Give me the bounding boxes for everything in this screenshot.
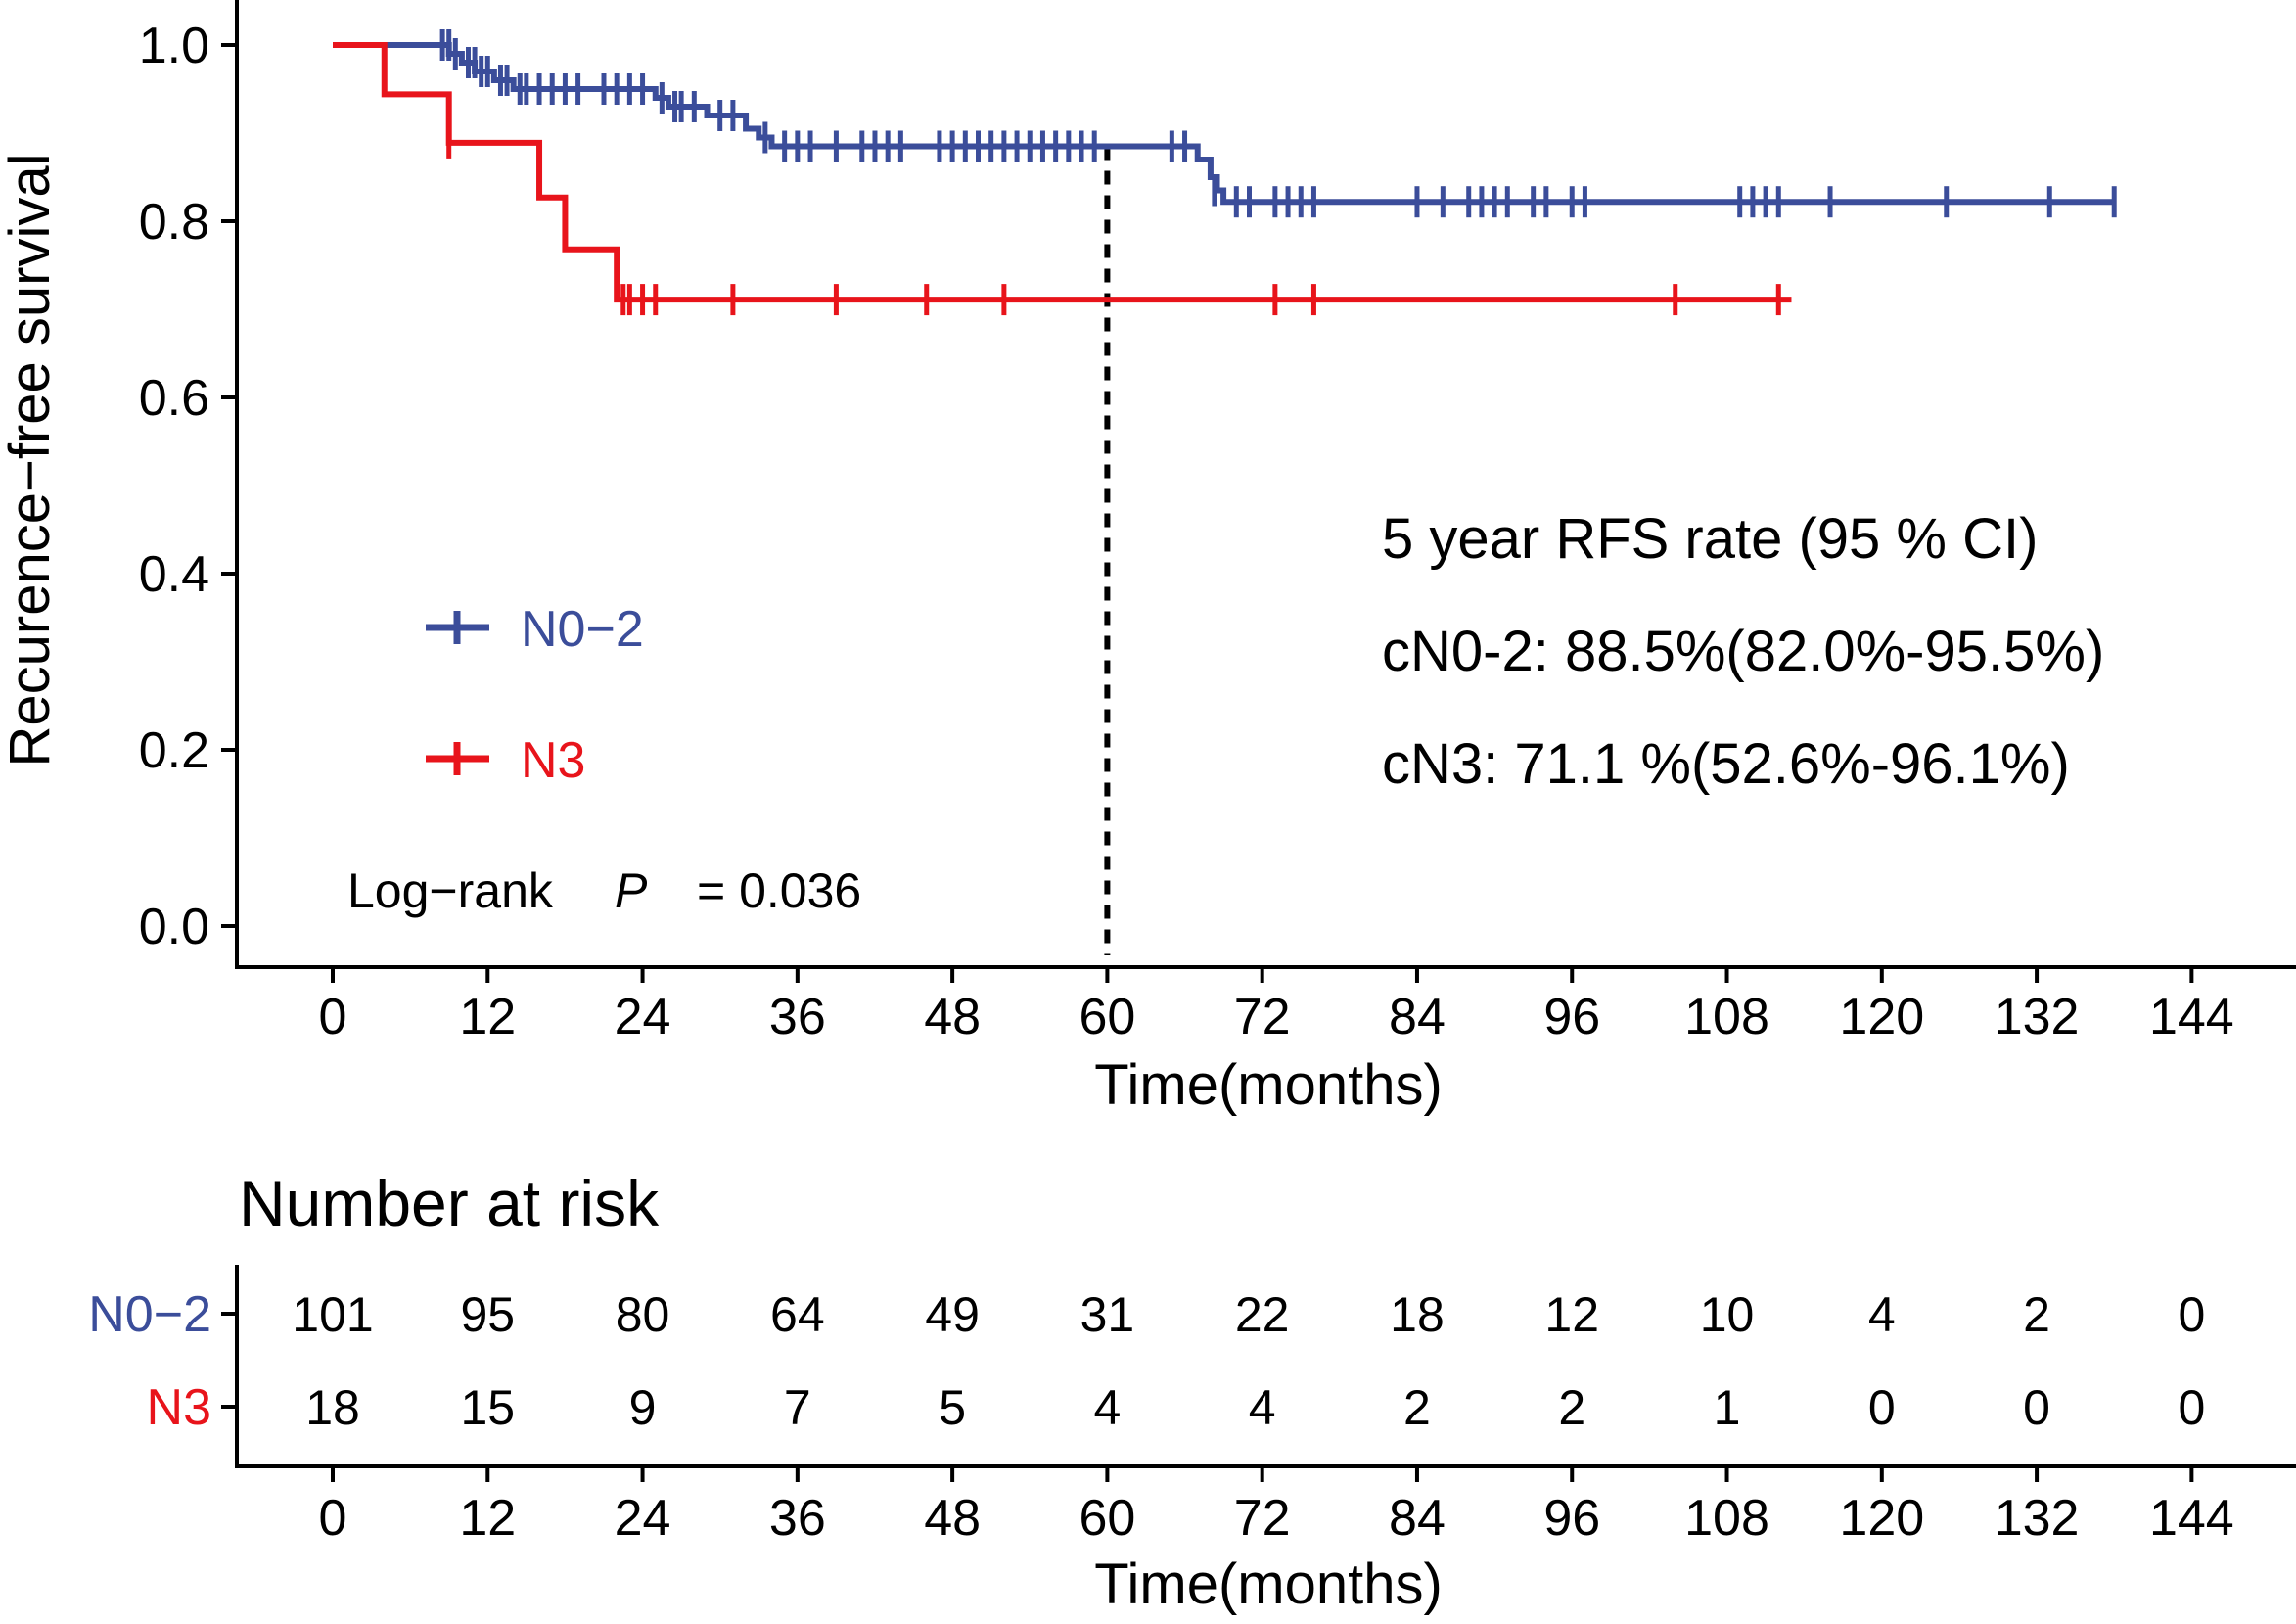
x-tick-label: 96 (1543, 989, 1600, 1045)
y-tick-label: 1.0 (139, 18, 209, 74)
risk-x-tick-label: 108 (1684, 1490, 1769, 1547)
risk-value-n02: 64 (770, 1287, 825, 1342)
risk-value-n02: 4 (1868, 1287, 1896, 1342)
risk-row-labels: N0−2 N3 (88, 1286, 237, 1436)
risk-row-label-n3: N3 (147, 1379, 211, 1436)
rfs-annotation: 5 year RFS rate (95 % CI) cN0-2: 88.5%(8… (1382, 507, 2104, 796)
risk-table-title: Number at risk (239, 1167, 660, 1239)
risk-value-n3: 5 (939, 1380, 966, 1435)
curve-n3 (333, 42, 1792, 303)
risk-x-tick-label: 96 (1543, 1490, 1600, 1547)
risk-x-axis-ticks: 0 12 24 36 48 60 72 84 96 108 120 132 144 (319, 1466, 2234, 1547)
y-tick-label: 0.8 (139, 194, 209, 251)
x-tick-label: 144 (2149, 989, 2234, 1045)
y-tick-label: 0.0 (139, 899, 209, 955)
y-tick-label: 0.4 (139, 546, 209, 603)
risk-value-n02: 31 (1080, 1287, 1135, 1342)
risk-value-n02: 18 (1390, 1287, 1445, 1342)
risk-value-n02: 0 (2178, 1287, 2205, 1342)
risk-value-n3: 2 (1403, 1380, 1431, 1435)
x-tick-label: 72 (1234, 989, 1291, 1045)
x-tick-label: 0 (319, 989, 347, 1045)
risk-value-n3: 15 (460, 1380, 515, 1435)
x-axis-ticks: 0 12 24 36 48 60 72 84 96 108 120 132 144 (319, 967, 2234, 1045)
rfs-n02: cN0-2: 88.5%(82.0%-95.5%) (1382, 620, 2104, 683)
risk-value-n3: 9 (629, 1380, 657, 1435)
x-tick-label: 24 (615, 989, 671, 1045)
y-tick-label: 0.2 (139, 722, 209, 779)
risk-row-label-n02: N0−2 (88, 1286, 211, 1343)
x-tick-label: 120 (1839, 989, 1924, 1045)
x-tick-label: 60 (1079, 989, 1135, 1045)
risk-x-tick-label: 24 (615, 1490, 671, 1547)
legend-item-n02: N0−2 (426, 601, 644, 658)
risk-x-tick-label: 84 (1389, 1490, 1446, 1547)
risk-x-tick-label: 132 (1995, 1490, 2080, 1547)
risk-x-tick-label: 144 (2149, 1490, 2234, 1547)
risk-value-n3: 4 (1093, 1380, 1121, 1435)
x-tick-label: 48 (924, 989, 981, 1045)
risk-value-n3: 18 (305, 1380, 360, 1435)
risk-value-n3: 1 (1714, 1380, 1741, 1435)
risk-value-n02: 49 (925, 1287, 980, 1342)
pvalue-prefix: Log−rank (347, 863, 554, 918)
risk-value-n3: 2 (1558, 1380, 1585, 1435)
risk-value-n02: 10 (1700, 1287, 1755, 1342)
curve-n02 (333, 42, 2115, 206)
rfs-header: 5 year RFS rate (95 % CI) (1382, 507, 2038, 571)
x-axis-label: Time(months) (1094, 1053, 1443, 1117)
survival-curves (333, 29, 2117, 316)
risk-x-axis-label: Time(months) (1094, 1553, 1443, 1616)
risk-value-n02: 101 (292, 1287, 373, 1342)
risk-value-n3: 4 (1249, 1380, 1276, 1435)
risk-value-n3: 0 (2178, 1380, 2205, 1435)
risk-x-tick-label: 0 (319, 1490, 347, 1547)
y-axis-label: Recurence−free survival (0, 153, 62, 766)
risk-value-n02: 95 (460, 1287, 515, 1342)
legend-item-n3: N3 (426, 732, 585, 789)
risk-x-tick-label: 36 (769, 1490, 826, 1547)
risk-value-n02: 2 (2023, 1287, 2050, 1342)
x-tick-label: 84 (1389, 989, 1446, 1045)
risk-x-tick-label: 120 (1839, 1490, 1924, 1547)
risk-values: 101 95 80 64 49 31 22 18 12 10 4 2 018 15 9 7 5 4 4 2 2 1 0 0 0 (292, 1287, 2205, 1435)
main-plot: 0.0 0.2 0.4 0.6 0.8 1.0 0 12 24 36 48 60 72 84 96 108 1… (0, 0, 2296, 1117)
risk-x-tick-label: 12 (459, 1490, 516, 1547)
risk-value-n3: 0 (1868, 1380, 1896, 1435)
risk-value-n3: 0 (2023, 1380, 2050, 1435)
rfs-n3: cN3: 71.1 %(52.6%-96.1%) (1382, 732, 2070, 796)
risk-value-n3: 7 (784, 1380, 811, 1435)
pvalue-annotation: Log−rank P = 0.036 (347, 863, 861, 918)
risk-value-n02: 80 (616, 1287, 670, 1342)
legend-label-n3: N3 (521, 732, 585, 789)
x-tick-label: 108 (1684, 989, 1769, 1045)
risk-x-tick-label: 72 (1234, 1490, 1291, 1547)
risk-x-tick-label: 48 (924, 1490, 981, 1547)
x-tick-label: 132 (1995, 989, 2080, 1045)
risk-x-tick-label: 60 (1079, 1490, 1135, 1547)
y-axis-ticks: 0.0 0.2 0.4 0.6 0.8 1.0 (139, 18, 237, 955)
pvalue-value: = 0.036 (697, 863, 861, 918)
legend-label-n02: N0−2 (521, 601, 644, 658)
x-tick-label: 12 (459, 989, 516, 1045)
legend: N0−2 N3 (426, 601, 644, 789)
risk-value-n02: 12 (1544, 1287, 1599, 1342)
risk-table: Number at risk N0−2N3 101 95 80 64 49 31 22 18 1… (88, 1167, 2296, 1616)
x-tick-label: 36 (769, 989, 826, 1045)
risk-value-n02: 22 (1235, 1287, 1290, 1342)
pvalue-p-symbol: P (615, 863, 648, 918)
y-tick-label: 0.6 (139, 370, 209, 427)
